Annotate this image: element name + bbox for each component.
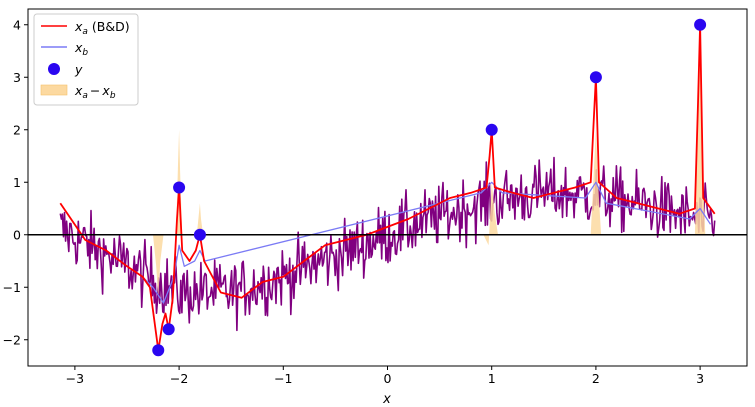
xb-line bbox=[142, 181, 712, 304]
x-tick-label: −1 bbox=[274, 371, 292, 386]
y-ticks: −2 −1 0 1 2 3 4 bbox=[3, 17, 28, 347]
x-tick-label: 1 bbox=[488, 371, 496, 386]
legend-label-xa: xa (B&D) bbox=[74, 19, 130, 37]
y-tick-label: 1 bbox=[13, 175, 21, 190]
observation-point bbox=[162, 323, 175, 336]
xb-series bbox=[142, 181, 712, 304]
x-axis-label: x bbox=[382, 392, 391, 407]
y-tick-label: 3 bbox=[13, 70, 21, 85]
observation-points bbox=[152, 18, 707, 357]
difference-area bbox=[153, 51, 706, 298]
difference-fill-series bbox=[153, 51, 706, 298]
observation-point bbox=[173, 181, 186, 194]
x-tick-label: −3 bbox=[66, 371, 84, 386]
x-tick-label: 0 bbox=[384, 371, 392, 386]
y-tick-label: 2 bbox=[13, 122, 21, 137]
noise-series bbox=[59, 156, 716, 332]
noise-line bbox=[59, 156, 716, 332]
y-tick-label: 4 bbox=[13, 17, 21, 32]
x-ticks: −3 −2 −1 0 1 2 3 bbox=[66, 366, 704, 386]
plot-area bbox=[28, 9, 747, 366]
legend-box bbox=[33, 13, 139, 106]
x-tick-label: 2 bbox=[592, 371, 600, 386]
observation-point bbox=[589, 71, 602, 84]
legend-swatch-y bbox=[48, 63, 60, 75]
y-tick-label: −1 bbox=[3, 280, 21, 295]
observation-point bbox=[485, 123, 498, 136]
y-tick-label: −2 bbox=[3, 332, 21, 347]
observation-point bbox=[193, 228, 206, 241]
observation-point bbox=[152, 344, 165, 357]
y-tick-label: 0 bbox=[13, 227, 21, 242]
legend-label-y: y bbox=[74, 62, 83, 77]
legend-swatch-diff bbox=[40, 84, 68, 96]
legend-label-diff: xa − xb bbox=[74, 83, 116, 101]
x-tick-label: 3 bbox=[696, 371, 704, 386]
legend-label-xb: xb bbox=[74, 40, 88, 58]
observation-point bbox=[694, 18, 707, 31]
x-tick-label: −2 bbox=[170, 371, 188, 386]
legend: xa (B&D) xb y xa − xb bbox=[33, 13, 139, 106]
